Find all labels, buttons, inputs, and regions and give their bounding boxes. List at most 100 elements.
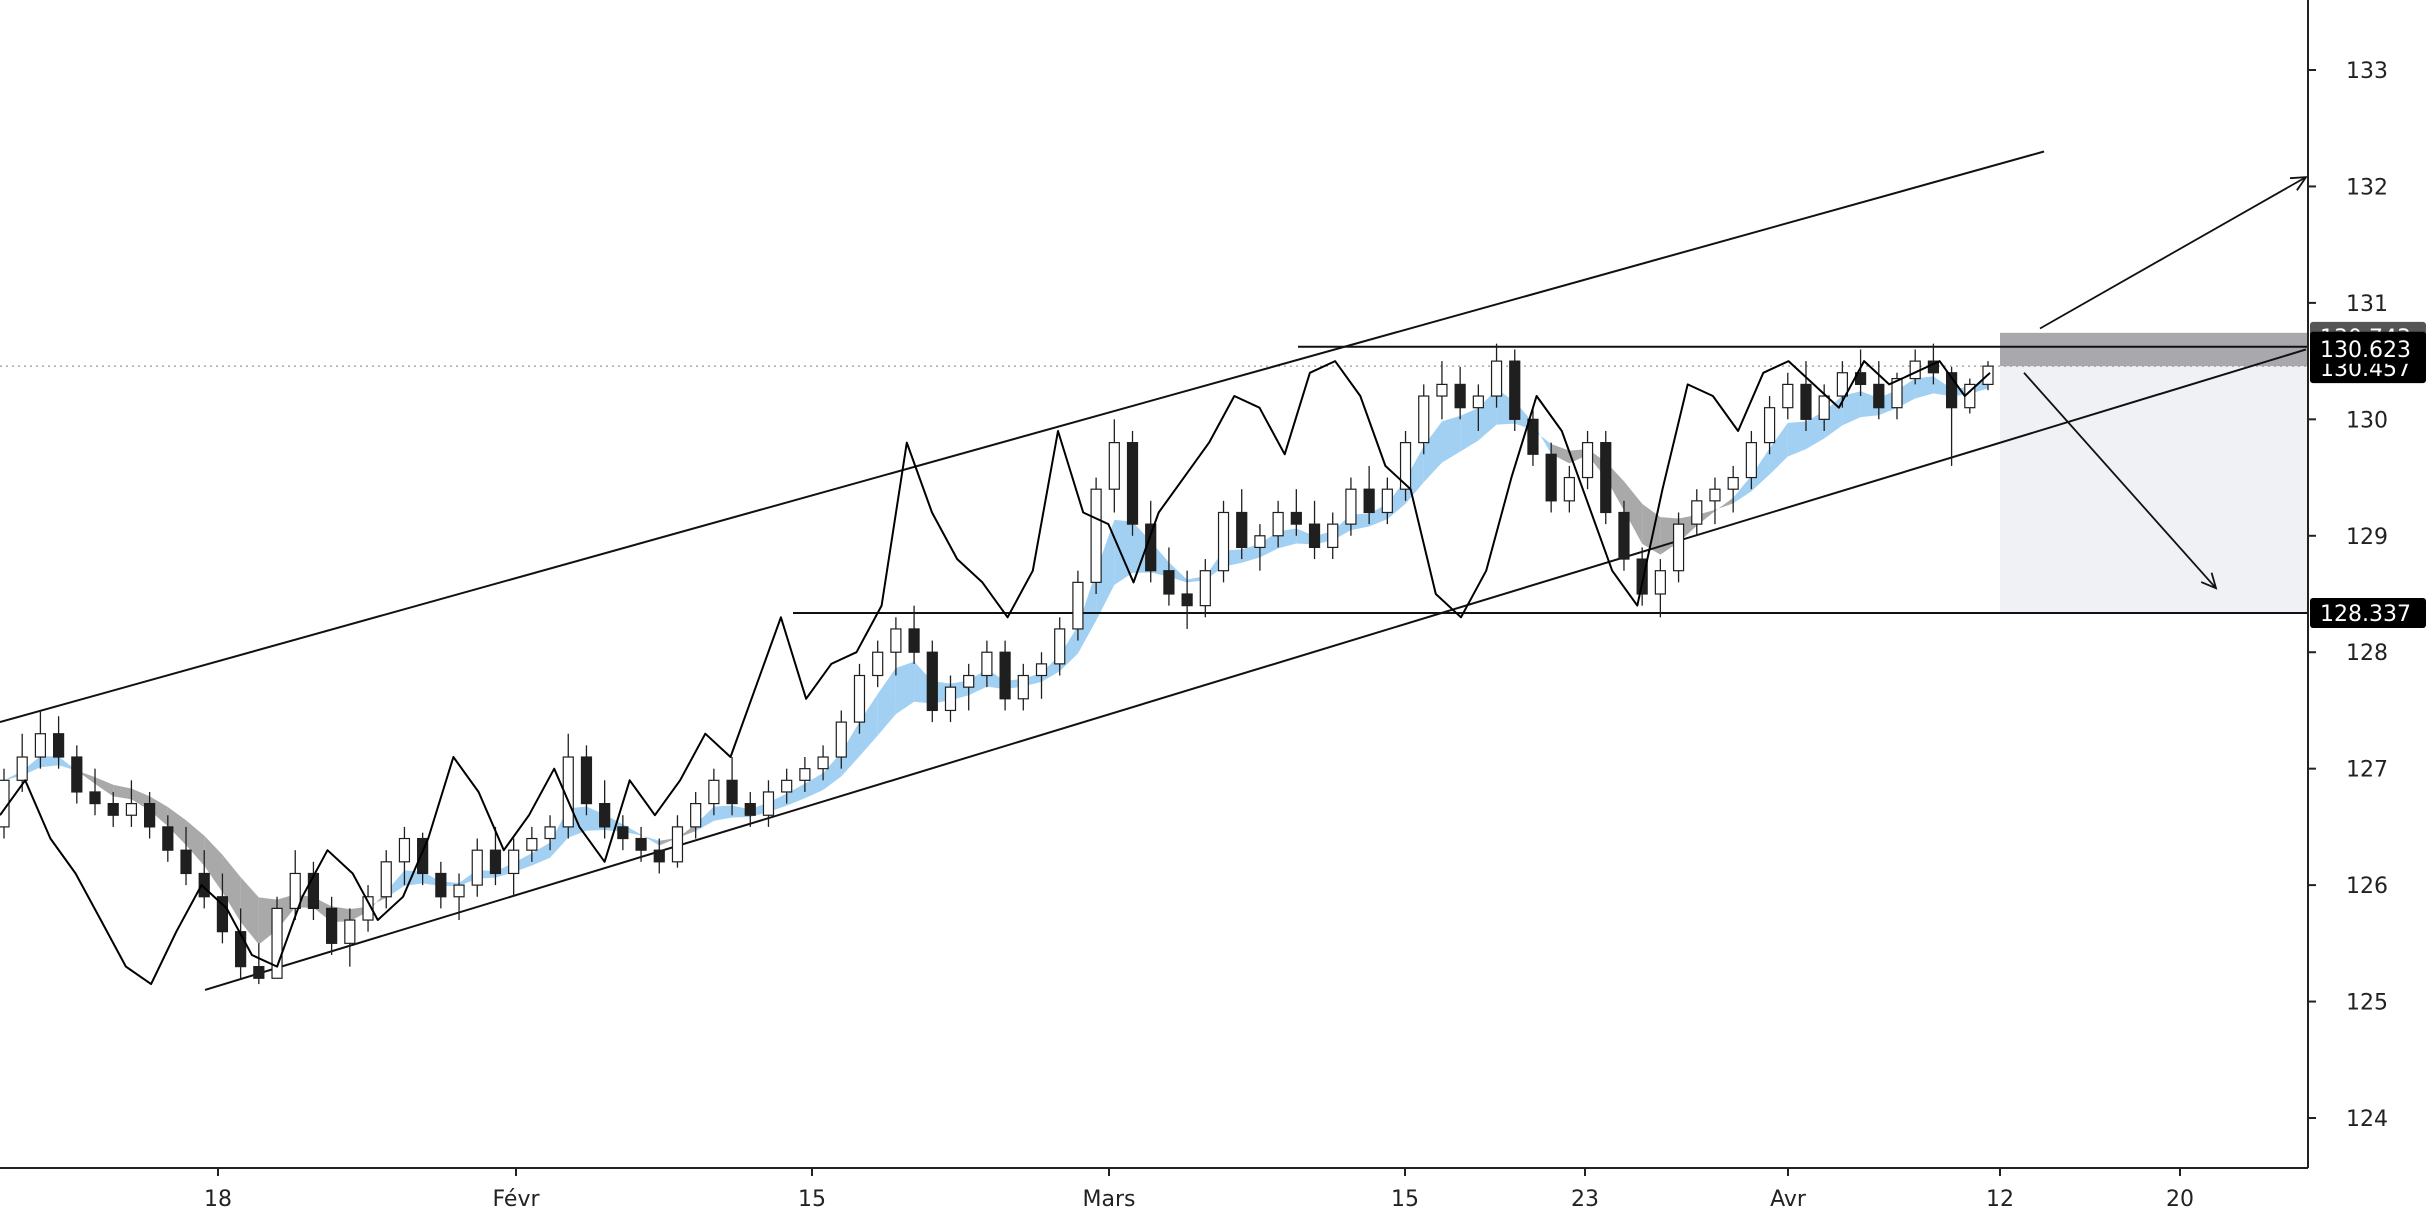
ema-ribbon-segment [222,854,241,922]
candle-body [1763,407,1776,444]
candle-body [1672,523,1685,572]
price-label-box [2310,597,2426,628]
ema-ribbon-segment [1751,448,1770,492]
upper-channel-line [0,150,2045,724]
candle-body [1126,442,1139,525]
ema-ribbon-segment [95,777,114,797]
candle-body [1199,570,1211,607]
candle-body [380,861,392,898]
candle-body [617,826,629,840]
candle-body [1345,488,1357,525]
candle-body [1873,383,1885,409]
oscillator-line [0,360,1991,986]
price-label-box [2310,333,2426,364]
candle-body [1308,523,1321,549]
candle-body [653,849,665,863]
breakout-arrow-head [2289,176,2308,191]
candle-body [1545,453,1557,502]
ema-ribbon-segment [713,805,733,821]
time-axis[interactable]: 18 Févr 15 Mars 15 23 Avr 12 20 [0,1167,2308,1212]
candle-body [1217,511,1230,572]
candle-body [307,872,320,910]
candle-body [835,721,847,758]
time-tick-label: 15 [798,1187,826,1212]
price-tick-label: 128 [2346,641,2388,666]
candle-body [1709,488,1721,502]
trendlines [0,150,2308,991]
candle-body [71,756,83,793]
candle-body [362,896,374,921]
short-projection-arrow [2023,372,2217,589]
candle-body [1381,488,1393,514]
candle-body [690,802,702,828]
candle-body [817,756,829,770]
candle-body [34,733,47,758]
candle-body [471,849,483,886]
candle-body [1818,395,1830,420]
price-axis[interactable]: 124125126127128129130131132133130.743130… [2307,0,2426,1168]
candle-body [107,802,119,816]
time-tick-label: Févr [492,1187,540,1212]
price-tick-label: 127 [2346,758,2388,783]
candle-body [799,768,811,781]
candle-body [271,907,283,979]
ema-ribbon-segment [859,693,878,757]
candle-body [289,872,301,910]
candle-body [599,802,611,828]
ema-ribbon-segment [823,752,842,791]
ema-ribbon-segment [1241,543,1260,563]
candle-body [1090,488,1102,583]
ema-ribbon-segment [1478,389,1497,441]
ema-ribbon-segment [841,721,860,777]
candle-body [1490,360,1503,397]
candle-body [762,791,775,816]
time-tick-label: 18 [204,1187,232,1212]
ema-ribbon-segment [40,756,59,768]
candle-body [1527,418,1539,455]
ema-ribbon-segment [1441,415,1461,463]
candle-body [744,802,756,816]
candle-body [1891,377,1903,409]
candle-body [253,966,265,979]
candle-body [180,849,192,875]
candle-body [489,849,502,875]
candle-body [1327,523,1339,549]
price-tick-label: 126 [2346,874,2388,899]
candle-body [1181,593,1193,607]
candle-body [1654,570,1666,595]
ema-ribbon-segment [677,824,696,839]
ema-ribbon-segment [113,784,132,800]
candle-body [89,791,101,805]
time-tick-label: Mars [1083,1187,1136,1212]
candle-body [853,674,866,723]
ema-ribbon-segment [58,756,77,771]
candle-body [1017,674,1029,700]
candle-body [580,756,593,805]
candle-body [981,651,993,677]
ema-ribbon-segment [1733,475,1752,504]
candle-body [1272,511,1284,537]
candle-body [1636,558,1648,595]
candle-body [1782,383,1794,409]
time-tick-label: 20 [2166,1187,2194,1212]
candle-body [872,651,884,677]
candle-body [963,674,975,688]
candle-body [1436,383,1448,397]
candle-body [162,826,174,851]
candle-body [1290,511,1302,525]
ema-ribbon-segment [531,842,551,866]
candle-body [1945,372,1958,409]
price-label-text: 128.337 [2320,602,2411,627]
ema-ribbon-segment [1551,443,1570,464]
candle-body [1035,663,1048,677]
candle-body [1581,442,1594,479]
time-tick-label: 15 [1391,1187,1419,1212]
candle-body [999,651,1011,700]
candle-body [1454,383,1466,409]
time-tick-label: 12 [1986,1187,2014,1212]
candle-body [1072,581,1084,630]
ema-ribbon-segment [895,661,915,715]
price-tick-label: 132 [2346,175,2388,200]
